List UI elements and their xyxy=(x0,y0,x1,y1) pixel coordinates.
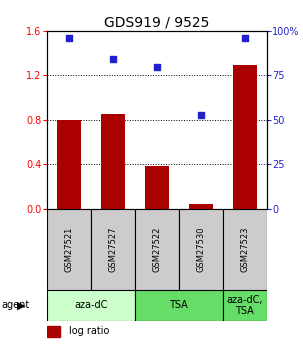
Bar xyxy=(233,65,257,209)
Bar xyxy=(101,114,125,209)
Text: GSM27527: GSM27527 xyxy=(108,227,117,272)
Text: aza-dC,
TSA: aza-dC, TSA xyxy=(226,295,263,316)
FancyBboxPatch shape xyxy=(47,209,91,290)
Text: log ratio: log ratio xyxy=(69,326,109,336)
FancyBboxPatch shape xyxy=(91,209,135,290)
FancyBboxPatch shape xyxy=(135,209,179,290)
Text: agent: agent xyxy=(2,300,30,310)
FancyBboxPatch shape xyxy=(179,209,223,290)
Bar xyxy=(145,166,169,209)
Point xyxy=(111,57,115,62)
Text: ▶: ▶ xyxy=(17,300,25,310)
Text: GSM27523: GSM27523 xyxy=(240,227,249,272)
FancyBboxPatch shape xyxy=(47,290,135,321)
Text: GSM27522: GSM27522 xyxy=(152,227,161,272)
Point xyxy=(67,36,72,41)
Text: GSM27521: GSM27521 xyxy=(65,227,73,272)
Bar xyxy=(47,326,60,337)
Text: GSM27530: GSM27530 xyxy=(196,227,205,272)
Bar xyxy=(189,204,213,209)
Text: aza-dC: aza-dC xyxy=(74,300,108,310)
FancyBboxPatch shape xyxy=(223,290,267,321)
Text: TSA: TSA xyxy=(169,300,188,310)
Point xyxy=(242,36,247,41)
Point xyxy=(198,112,203,117)
Title: GDS919 / 9525: GDS919 / 9525 xyxy=(104,16,209,30)
FancyBboxPatch shape xyxy=(135,290,223,321)
Bar xyxy=(57,120,81,209)
FancyBboxPatch shape xyxy=(223,209,267,290)
Point xyxy=(155,64,159,69)
